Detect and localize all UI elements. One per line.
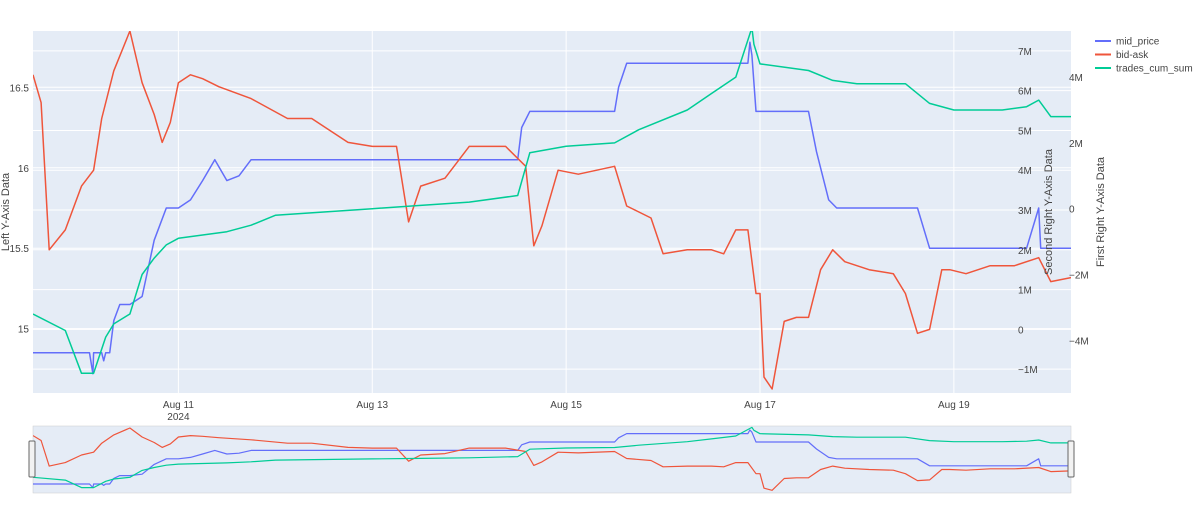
left-y-tick-label: 16 xyxy=(18,164,30,175)
range-slider-series xyxy=(33,426,1071,491)
first-right-y-tick-label: 6M xyxy=(1018,87,1032,98)
x-tick-sublabel: 2024 xyxy=(167,412,190,423)
left-y-axis: 15 15.5 16 16.5 xyxy=(10,83,30,335)
second-right-y-axis: −4M −2M 0 2M 4M xyxy=(1069,73,1089,347)
first-right-y-tick-label: 5M xyxy=(1018,126,1032,137)
series-line-bid-ask[interactable] xyxy=(33,31,1071,390)
left-y-tick-label: 16.5 xyxy=(10,83,30,94)
first-right-y-tick-label: 2M xyxy=(1018,246,1032,257)
grid-lines xyxy=(33,31,1071,393)
first-right-y-tick-label: 1M xyxy=(1018,286,1032,297)
first-right-y-tick-label: 0 xyxy=(1018,325,1024,336)
x-tick-label: Aug 17 xyxy=(744,400,776,411)
range-slider-left-handle[interactable] xyxy=(28,440,36,478)
legend-item-label[interactable]: bid-ask xyxy=(1116,50,1149,61)
x-tick-label: Aug 19 xyxy=(938,400,970,411)
series-layer xyxy=(33,28,1071,390)
left-y-axis-title: Left Y-Axis Data xyxy=(0,172,12,251)
left-y-tick-label: 15 xyxy=(18,325,30,336)
main-plot-area[interactable] xyxy=(33,31,1071,393)
first-right-y-axis-title: First Right Y-Axis Data xyxy=(1095,156,1107,267)
x-tick-label: Aug 13 xyxy=(356,400,388,411)
range-slider-line-bid-ask xyxy=(33,427,1071,491)
series-line-mid_price[interactable] xyxy=(33,41,1071,375)
range-slider-line-mid_price xyxy=(33,429,1071,489)
first-right-y-tick-label: 3M xyxy=(1018,206,1032,217)
range-slider-line-trades_cum_sum xyxy=(33,426,1071,489)
second-right-y-tick-label: 2M xyxy=(1069,139,1083,150)
range-slider-right-handle[interactable] xyxy=(1067,440,1075,478)
legend-item-label[interactable]: trades_cum_sum xyxy=(1116,64,1193,75)
first-right-y-tick-label: −1M xyxy=(1018,365,1038,376)
x-tick-label: Aug 15 xyxy=(550,400,582,411)
first-right-y-tick-label: 7M xyxy=(1018,47,1032,58)
second-right-y-axis-title: Second Right Y-Axis Data xyxy=(1043,148,1055,275)
x-tick-label: Aug 11 xyxy=(163,400,194,411)
second-right-y-tick-label: −2M xyxy=(1069,271,1089,282)
legend: mid_price bid-ask trades_cum_sum xyxy=(1095,37,1193,75)
first-right-y-axis: −1M 0 1M 2M 3M 4M 5M 6M 7M xyxy=(1018,47,1038,376)
legend-item-label[interactable]: mid_price xyxy=(1116,37,1160,48)
second-right-y-tick-label: −4M xyxy=(1069,336,1089,347)
left-y-tick-label: 15.5 xyxy=(10,244,30,255)
second-right-y-tick-label: 0 xyxy=(1069,205,1075,216)
first-right-y-tick-label: 4M xyxy=(1018,166,1032,177)
series-line-trades_cum_sum[interactable] xyxy=(33,28,1071,375)
second-right-y-tick-label: 4M xyxy=(1069,73,1083,84)
